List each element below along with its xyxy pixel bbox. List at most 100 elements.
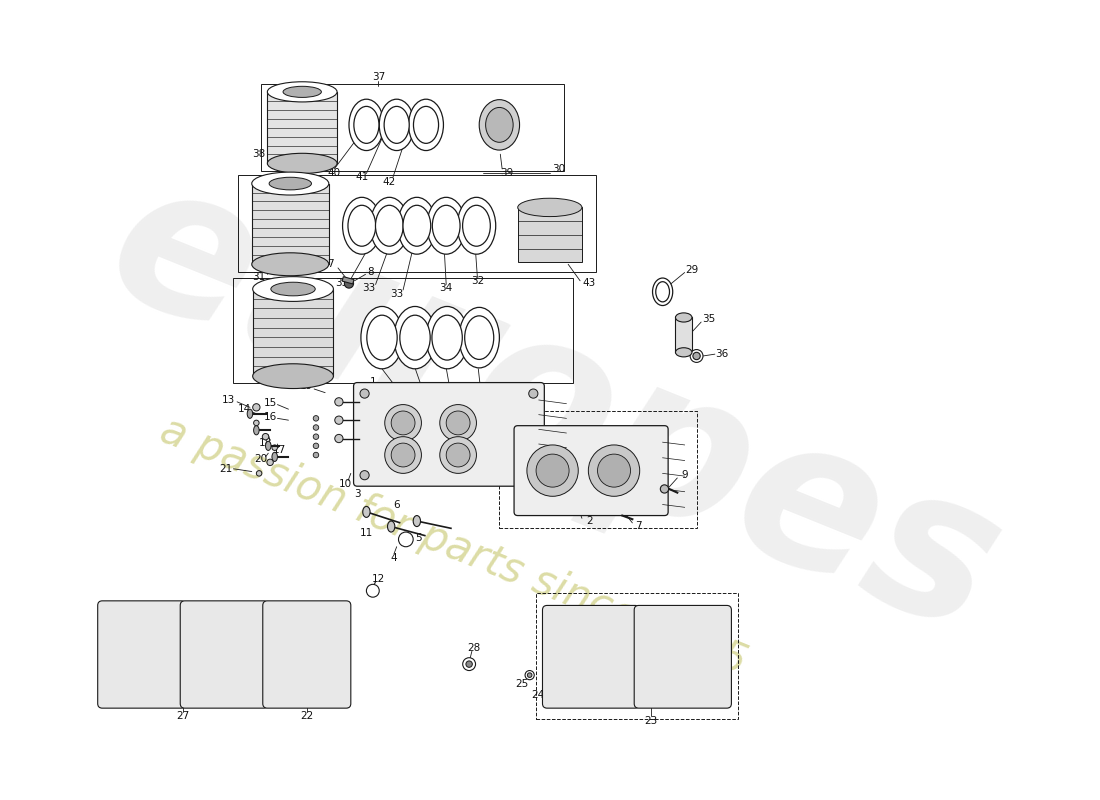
Circle shape xyxy=(466,661,472,667)
Circle shape xyxy=(392,411,415,435)
Ellipse shape xyxy=(432,206,460,246)
Circle shape xyxy=(463,658,475,670)
Text: 13: 13 xyxy=(222,395,235,405)
Bar xyxy=(518,207,582,262)
Ellipse shape xyxy=(271,282,316,296)
Ellipse shape xyxy=(387,521,395,532)
FancyBboxPatch shape xyxy=(353,382,544,486)
Ellipse shape xyxy=(394,306,436,369)
Text: 7: 7 xyxy=(636,521,642,530)
Circle shape xyxy=(272,445,277,450)
Circle shape xyxy=(529,470,538,480)
Text: 26: 26 xyxy=(546,681,559,691)
Ellipse shape xyxy=(363,506,370,518)
Circle shape xyxy=(314,443,319,449)
Ellipse shape xyxy=(427,198,465,254)
Ellipse shape xyxy=(366,315,397,360)
Circle shape xyxy=(262,434,268,440)
Bar xyxy=(238,175,596,272)
Ellipse shape xyxy=(253,364,333,389)
Ellipse shape xyxy=(399,315,430,360)
Text: 25: 25 xyxy=(516,679,529,690)
Text: 32: 32 xyxy=(471,276,484,286)
Text: 46: 46 xyxy=(474,392,487,402)
Text: 40: 40 xyxy=(328,167,341,178)
Ellipse shape xyxy=(675,313,692,322)
Circle shape xyxy=(254,420,260,426)
Ellipse shape xyxy=(267,82,337,102)
Ellipse shape xyxy=(254,426,260,435)
Text: 18: 18 xyxy=(258,438,272,448)
Circle shape xyxy=(314,425,319,430)
Bar xyxy=(499,411,696,528)
Ellipse shape xyxy=(270,178,311,190)
Text: 33: 33 xyxy=(363,283,376,293)
Ellipse shape xyxy=(656,282,670,302)
Text: 20: 20 xyxy=(254,454,267,464)
Text: 19: 19 xyxy=(300,382,313,391)
Circle shape xyxy=(253,404,260,411)
Text: 10: 10 xyxy=(339,479,352,490)
Text: 36: 36 xyxy=(715,349,728,359)
Circle shape xyxy=(256,470,262,476)
Circle shape xyxy=(366,584,379,597)
Ellipse shape xyxy=(354,106,379,143)
Text: 9: 9 xyxy=(681,470,688,480)
Bar xyxy=(252,183,329,264)
Text: 21: 21 xyxy=(220,464,233,474)
Ellipse shape xyxy=(463,206,491,246)
Text: 29: 29 xyxy=(685,265,698,274)
Bar xyxy=(233,278,573,383)
Circle shape xyxy=(597,454,630,487)
Text: 2: 2 xyxy=(586,516,593,526)
Bar xyxy=(267,92,337,163)
Circle shape xyxy=(344,279,353,288)
Ellipse shape xyxy=(652,278,673,306)
Ellipse shape xyxy=(267,154,337,174)
Text: 45: 45 xyxy=(416,388,429,398)
Circle shape xyxy=(314,434,319,439)
Ellipse shape xyxy=(342,198,381,254)
FancyBboxPatch shape xyxy=(514,426,668,515)
Text: 39: 39 xyxy=(500,167,514,178)
Circle shape xyxy=(447,411,470,435)
Ellipse shape xyxy=(518,198,582,217)
Ellipse shape xyxy=(408,99,443,150)
Circle shape xyxy=(527,445,579,496)
Text: europes: europes xyxy=(82,141,1026,678)
Text: 11: 11 xyxy=(360,528,373,538)
Ellipse shape xyxy=(361,306,403,369)
Circle shape xyxy=(660,485,669,493)
Circle shape xyxy=(334,416,343,424)
Text: 27: 27 xyxy=(176,711,189,722)
Circle shape xyxy=(314,452,319,458)
Circle shape xyxy=(385,405,421,442)
Ellipse shape xyxy=(675,348,692,357)
Circle shape xyxy=(392,443,415,467)
Bar xyxy=(342,277,354,284)
FancyBboxPatch shape xyxy=(542,606,640,708)
Text: 34: 34 xyxy=(440,283,453,293)
Ellipse shape xyxy=(349,99,384,150)
Circle shape xyxy=(334,434,343,442)
Ellipse shape xyxy=(485,107,513,142)
FancyBboxPatch shape xyxy=(263,601,351,708)
Text: 5: 5 xyxy=(416,533,422,542)
Ellipse shape xyxy=(348,206,376,246)
Ellipse shape xyxy=(414,106,439,143)
Text: 28: 28 xyxy=(468,642,481,653)
Text: 14: 14 xyxy=(238,404,251,414)
Text: 23: 23 xyxy=(645,716,658,726)
Ellipse shape xyxy=(379,99,414,150)
Text: 1: 1 xyxy=(370,377,376,386)
Text: 42: 42 xyxy=(383,177,396,186)
Ellipse shape xyxy=(458,198,496,254)
Text: 37: 37 xyxy=(372,72,385,82)
Text: 7: 7 xyxy=(328,259,334,270)
Ellipse shape xyxy=(414,515,420,526)
Ellipse shape xyxy=(375,206,404,246)
Circle shape xyxy=(360,470,370,480)
Circle shape xyxy=(690,350,703,362)
Circle shape xyxy=(588,445,640,496)
Ellipse shape xyxy=(432,315,462,360)
